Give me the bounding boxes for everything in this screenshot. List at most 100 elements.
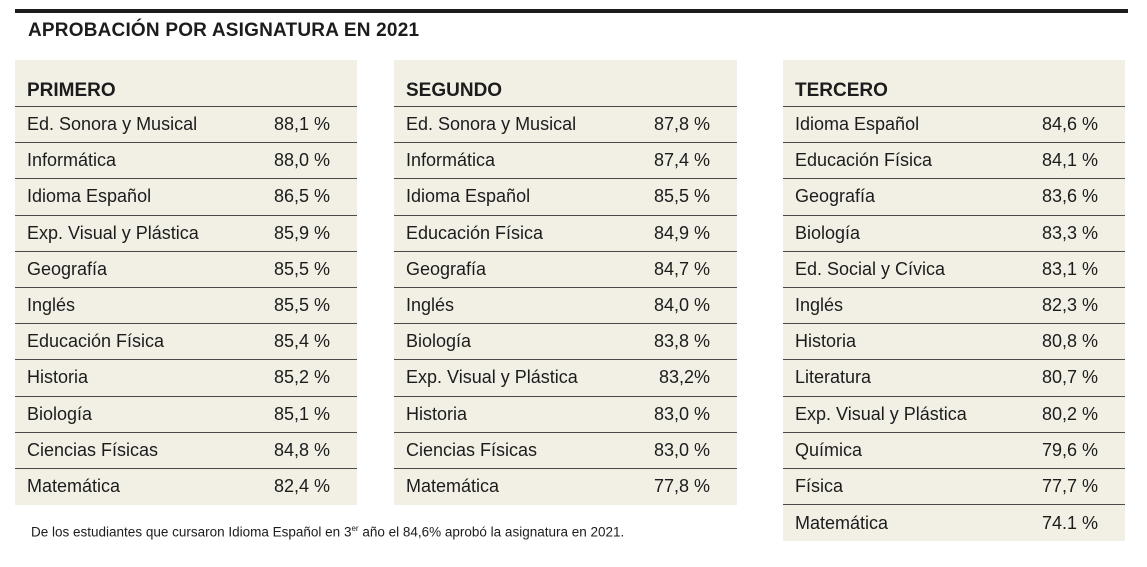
approval-rate: 79,6 % [1041, 439, 1098, 460]
panel-tercero: TERCERO Idioma Español 84,6 % Educación Fí… [783, 60, 1125, 542]
footnote-text: De los estudiantes que cursaron Idioma E… [31, 524, 352, 540]
table-row: Idioma Español 86,5 % [15, 179, 357, 216]
table-row: Biología 83,3 % [783, 216, 1125, 252]
subject-name: Exp. Visual y Plástica [795, 403, 967, 424]
table-row: Geografía 84,7 % [394, 252, 737, 288]
approval-rate: 83,1 % [1041, 258, 1098, 279]
approval-rate: 77,7 % [1041, 475, 1098, 496]
approval-rate: 80,7 % [1041, 367, 1098, 388]
table-row: Inglés 82,3 % [783, 288, 1125, 325]
approval-rate: 74.1 % [1041, 512, 1098, 533]
table-row: Idioma Español 85,5 % [394, 179, 737, 216]
approval-rate: 87,4 % [653, 150, 710, 171]
subject-name: Ed. Social y Cívica [795, 258, 946, 279]
subject-name: Biología [406, 331, 472, 352]
panel-segundo: SEGUNDO Ed. Sonora y Musical 87,8 % Inform… [394, 60, 737, 506]
approval-rate: 82,3 % [1041, 295, 1098, 316]
panel-header: PRIMERO [15, 60, 357, 107]
table-row: Inglés 85,5 % [15, 288, 357, 325]
table-row: Historia 83,0 % [394, 397, 737, 433]
subject-name: Matemática [406, 476, 500, 497]
approval-rate: 77,8 % [653, 476, 710, 497]
table-row: Matemática 74.1 % [783, 505, 1125, 541]
approval-rate: 84,6 % [1041, 114, 1098, 135]
approval-rate: 88,1 % [273, 114, 330, 135]
approval-rate: 85,9 % [273, 222, 330, 243]
approval-rate: 84,9 % [653, 222, 710, 243]
approval-rate: 82,4 % [273, 476, 330, 497]
subject-name: Historia [27, 367, 89, 388]
subject-name: Literatura [795, 367, 872, 388]
table-row: Informática 87,4 % [394, 143, 737, 180]
table-row: Matemática 77,8 % [394, 469, 737, 505]
table-row: Literatura 80,7 % [783, 360, 1125, 397]
panel-primero: PRIMERO Ed. Sonora y Musical 88,1 % Inform… [15, 60, 357, 506]
approval-rate: 84,7 % [653, 258, 710, 279]
table-row: Matemática 82,4 % [15, 469, 357, 505]
approval-rate: 85,5 % [273, 258, 330, 279]
subject-name: Ciencias Físicas [406, 439, 538, 460]
approval-rate: 85,5 % [653, 186, 710, 207]
approval-rate: 84,1 % [1041, 150, 1098, 171]
approval-rate: 80,2 % [1041, 403, 1098, 424]
footnote-superscript: er [351, 524, 359, 533]
subject-name: Historia [795, 331, 857, 352]
subject-name: Educación Física [406, 222, 544, 243]
table-row: Idioma Español 84,6 % [783, 107, 1125, 144]
subject-name: Informática [27, 150, 117, 171]
subject-name: Inglés [406, 295, 455, 316]
subject-name: Química [795, 439, 863, 460]
table-row: Ciencias Físicas 84,8 % [15, 433, 357, 469]
approval-rate: 83,2% [658, 367, 710, 388]
subject-name: Educación Física [27, 331, 165, 352]
subject-name: Matemática [795, 512, 889, 533]
subject-name: Inglés [795, 295, 844, 316]
panel-header: SEGUNDO [394, 60, 737, 107]
table-row: Geografía 83,6 % [783, 179, 1125, 216]
approval-rate: 83,0 % [653, 439, 710, 460]
table-row: Geografía 85,5 % [15, 252, 357, 288]
table-row: Historia 85,2 % [15, 360, 357, 397]
table-row: Ciencias Físicas 83,0 % [394, 433, 737, 469]
subject-name: Educación Física [795, 150, 933, 171]
subject-name: Geografía [27, 258, 108, 279]
footnote: De los estudiantes que cursaron Idioma E… [31, 524, 624, 540]
approval-rate: 88,0 % [273, 150, 330, 171]
subject-name: Ed. Sonora y Musical [406, 114, 577, 135]
table-row: Exp. Visual y Plástica 83,2% [394, 360, 737, 397]
approval-rate: 83,0 % [653, 403, 710, 424]
subject-name: Física [795, 475, 844, 496]
subject-name: Historia [406, 403, 468, 424]
table-row: Biología 83,8 % [394, 324, 737, 361]
subject-name: Biología [795, 222, 861, 243]
table-row: Física 77,7 % [783, 469, 1125, 506]
subject-name: Exp. Visual y Plástica [27, 222, 199, 243]
table-row: Ed. Social y Cívica 83,1 % [783, 252, 1125, 288]
table-row: Inglés 84,0 % [394, 288, 737, 325]
table-row: Ed. Sonora y Musical 88,1 % [15, 107, 357, 144]
panel-header: TERCERO [783, 60, 1125, 107]
approval-rate: 85,4 % [273, 331, 330, 352]
approval-rate: 85,5 % [273, 295, 330, 316]
approval-rate: 86,5 % [273, 186, 330, 207]
subject-name: Exp. Visual y Plástica [406, 367, 578, 388]
approval-rate: 80,8 % [1041, 331, 1098, 352]
table-row: Historia 80,8 % [783, 324, 1125, 361]
subject-name: Ed. Sonora y Musical [27, 114, 198, 135]
table-row: Exp. Visual y Plástica 85,9 % [15, 216, 357, 252]
page-title: APROBACIÓN POR ASIGNATURA EN 2021 [28, 20, 420, 41]
table-row: Educación Física 84,9 % [394, 216, 737, 252]
subject-name: Informática [406, 150, 496, 171]
approval-rate: 84,8 % [273, 439, 330, 460]
subject-name: Idioma Español [406, 186, 531, 207]
approval-rate: 83,6 % [1041, 186, 1098, 207]
footnote-text-end: año el 84,6% aprobó la asignatura en 202… [358, 524, 625, 540]
table-row: Informática 88,0 % [15, 143, 357, 180]
approval-rate: 84,0 % [653, 295, 710, 316]
subject-name: Idioma Español [795, 114, 920, 135]
approval-rate: 85,2 % [273, 367, 330, 388]
approval-rate: 83,8 % [653, 331, 710, 352]
subject-name: Idioma Español [27, 186, 152, 207]
top-rule [15, 9, 1128, 13]
table-row: Exp. Visual y Plástica 80,2 % [783, 397, 1125, 433]
